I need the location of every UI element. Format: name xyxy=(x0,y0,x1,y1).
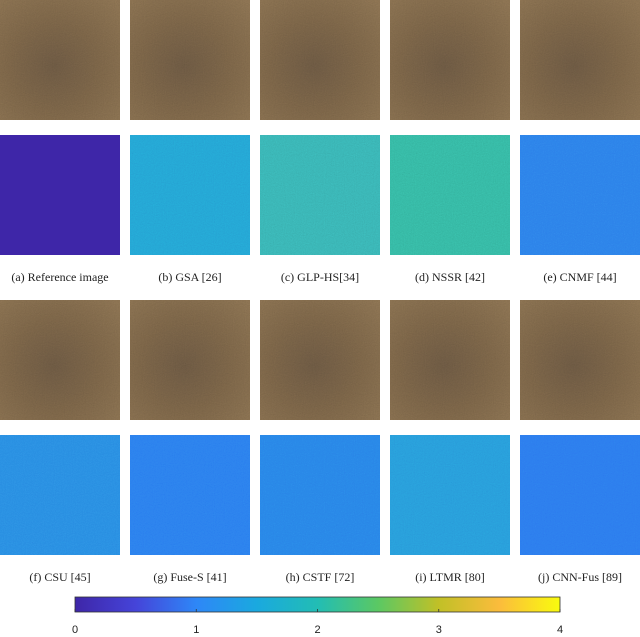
colorbar-tick-label: 3 xyxy=(436,624,442,636)
panel-caption: (b) GSA [26] xyxy=(158,270,221,284)
error-map xyxy=(0,435,120,555)
panel-caption: (g) Fuse-S [41] xyxy=(153,570,226,584)
colorbar-tick-label: 4 xyxy=(557,624,563,636)
fused-image xyxy=(520,0,640,120)
error-map xyxy=(130,135,250,255)
fused-image xyxy=(0,0,120,120)
panel: (e) CNMF [44] xyxy=(520,0,640,284)
fused-image xyxy=(260,0,380,120)
panel: (a) Reference image xyxy=(0,0,120,284)
error-map xyxy=(520,435,640,555)
panel-caption: (d) NSSR [42] xyxy=(415,270,485,284)
panel-caption: (c) GLP-HS[34] xyxy=(281,270,359,284)
panel: (b) GSA [26] xyxy=(130,0,250,284)
error-map xyxy=(0,135,120,255)
fused-image xyxy=(520,300,640,420)
panel: (c) GLP-HS[34] xyxy=(260,0,380,284)
fused-image xyxy=(390,0,510,120)
error-map xyxy=(390,135,510,255)
fused-image xyxy=(130,0,250,120)
colorbar-tick-label: 1 xyxy=(193,624,199,636)
fused-image xyxy=(260,300,380,420)
panel: (f) CSU [45] xyxy=(0,300,120,584)
panel: (d) NSSR [42] xyxy=(390,0,510,284)
error-map xyxy=(260,135,380,255)
error-map xyxy=(130,435,250,555)
panel: (h) CSTF [72] xyxy=(260,300,380,584)
panel-caption: (a) Reference image xyxy=(11,270,108,284)
fused-image xyxy=(130,300,250,420)
panel-caption: (j) CNN-Fus [89] xyxy=(538,570,622,584)
error-map xyxy=(520,135,640,255)
colorbar-tick-label: 2 xyxy=(314,624,320,636)
panel-caption: (e) CNMF [44] xyxy=(543,270,616,284)
panel: (j) CNN-Fus [89] xyxy=(520,300,640,584)
panel: (g) Fuse-S [41] xyxy=(130,300,250,584)
fused-image xyxy=(390,300,510,420)
colorbar-tick-label: 0 xyxy=(72,624,78,636)
panel-caption: (i) LTMR [80] xyxy=(415,570,485,584)
panel: (i) LTMR [80] xyxy=(390,300,510,584)
error-map xyxy=(390,435,510,555)
fused-image xyxy=(0,300,120,420)
panel-caption: (h) CSTF [72] xyxy=(286,570,355,584)
panel-caption: (f) CSU [45] xyxy=(29,570,90,584)
error-map xyxy=(260,435,380,555)
